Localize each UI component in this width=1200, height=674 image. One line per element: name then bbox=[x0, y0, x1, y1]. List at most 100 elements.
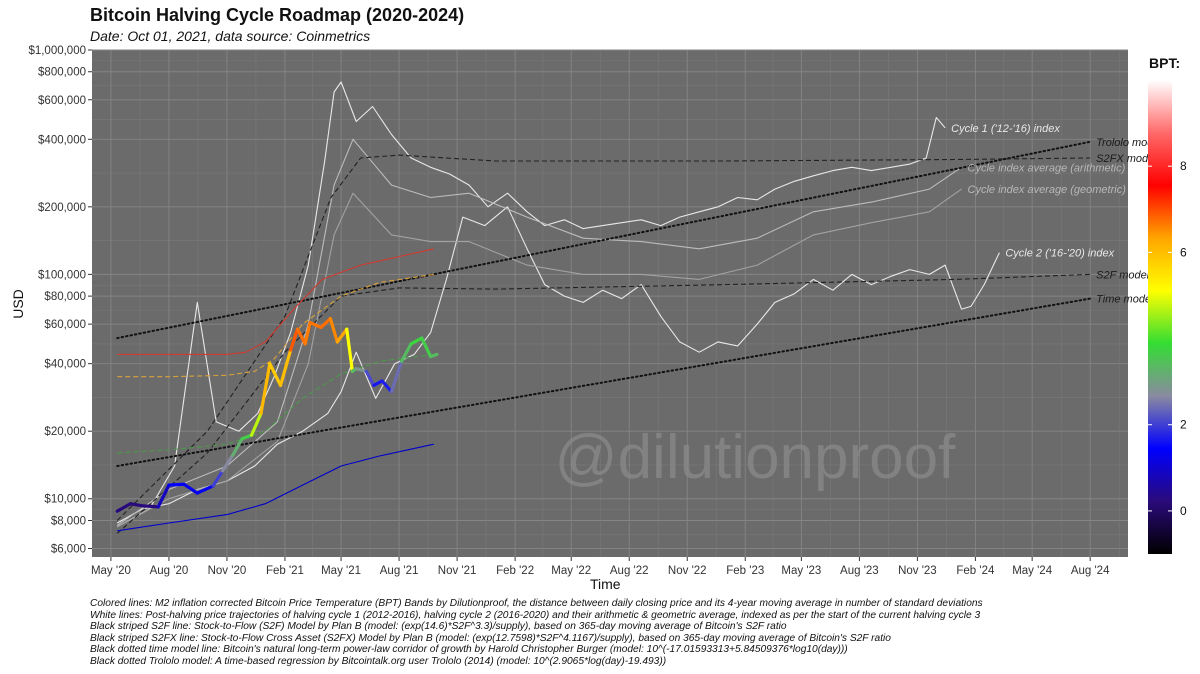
s2f-model-label: S2F model bbox=[1096, 269, 1150, 281]
btc-price-segment bbox=[140, 504, 160, 509]
bpt-band-0-line bbox=[117, 443, 434, 532]
x-tick-label: Feb '22 bbox=[496, 565, 534, 577]
watermark-text: @dilutionproof bbox=[555, 423, 957, 492]
s2f-model-line bbox=[116, 273, 1091, 534]
x-tick-label: Nov '21 bbox=[438, 565, 477, 577]
btc-price-segment bbox=[156, 483, 171, 509]
s2fx-model-line bbox=[116, 154, 1091, 521]
plot-background bbox=[92, 50, 1128, 557]
btc-price-segment bbox=[195, 484, 215, 495]
btc-price-segment bbox=[429, 352, 439, 359]
footnote-line: White lines: Post-halving price trajecto… bbox=[90, 609, 981, 621]
series-layer bbox=[115, 81, 1092, 534]
x-axis-label: Time bbox=[590, 576, 621, 592]
y-tick-label: $80,000 bbox=[44, 291, 86, 303]
grid-lines bbox=[92, 49, 1128, 557]
y-tick-label: $60,000 bbox=[44, 319, 86, 331]
bpt-tick-label: 2 bbox=[1180, 418, 1187, 432]
s2fx-model-label: S2FX model bbox=[1096, 153, 1157, 165]
btc-price-segment bbox=[220, 453, 235, 473]
x-tick-label: Feb '24 bbox=[956, 565, 995, 577]
btc-price-segment bbox=[308, 320, 323, 330]
bpt-band-8-line bbox=[117, 248, 434, 355]
y-tick-label: $8,000 bbox=[51, 515, 86, 527]
bpt-colorbar bbox=[1148, 80, 1172, 554]
x-tick-label: Feb '21 bbox=[266, 565, 304, 577]
x-tick-label: Aug '23 bbox=[840, 565, 879, 577]
btc-price-segment bbox=[278, 348, 293, 388]
cycle-index-average-arithmetic-label: Cycle index average (arithmetic) bbox=[968, 162, 1126, 174]
btc-price-segment bbox=[319, 317, 332, 330]
cycle-index-average-geometric-line bbox=[116, 188, 962, 528]
btc-price-segment bbox=[289, 327, 300, 352]
btc-price-segment bbox=[268, 362, 283, 388]
x-tick-label: Aug '20 bbox=[150, 565, 189, 577]
chart-subtitle: Date: Oct 01, 2021, data source: Coinmet… bbox=[90, 28, 371, 44]
btc-price-segment bbox=[240, 433, 254, 441]
btc-price-segment bbox=[400, 342, 413, 363]
x-tick-label: Aug '22 bbox=[610, 565, 649, 577]
bpt-band-6-line bbox=[117, 273, 434, 378]
x-tick-label: Nov '20 bbox=[208, 565, 247, 577]
bpt-tick-label: 6 bbox=[1180, 245, 1187, 259]
trololo-model-label: Trololo model bbox=[1096, 137, 1162, 149]
y-tick-label: $400,000 bbox=[38, 134, 86, 146]
y-tick-label: $600,000 bbox=[38, 95, 86, 107]
btc-price-segment bbox=[345, 327, 355, 373]
btc-price-segment bbox=[259, 362, 272, 416]
x-tick-label: May '23 bbox=[781, 565, 821, 577]
x-axis: May '20 Aug '20 Nov '20 Feb '21 May '21 Aug '… bbox=[91, 557, 1110, 577]
bpt-legend-ticks: 0 2 6 8 bbox=[1148, 159, 1187, 518]
btc-price-segment bbox=[295, 327, 307, 346]
btc-price-segment bbox=[364, 369, 376, 388]
x-tick-label: Nov '22 bbox=[668, 565, 707, 577]
cycle-index-average-geometric-label: Cycle index average (geometric) bbox=[968, 184, 1127, 196]
trololo-model-line bbox=[116, 140, 1092, 340]
footnote-line: Black dotted Trololo model: A time-based… bbox=[90, 655, 667, 667]
y-axis: $6,000 $8,000 $10,000 $20,000 $40,000 $60,000… bbox=[28, 45, 92, 556]
y-tick-label: $800,000 bbox=[38, 67, 86, 79]
footnotes: Colored lines: M2 inflation corrected Bi… bbox=[90, 598, 983, 668]
x-tick-label: Nov '23 bbox=[898, 565, 937, 577]
btc-price-segment bbox=[380, 379, 394, 394]
btc-price-segment bbox=[231, 437, 244, 458]
btc-price-segment bbox=[335, 327, 349, 344]
series-labels: Cycle 1 ('12-'16) index Cycle 2 ('16-'20)… bbox=[951, 123, 1162, 306]
btc-price-segment bbox=[211, 469, 225, 488]
footnote-line: Black striped S2F line: Stock-to-Flow (S… bbox=[90, 621, 787, 633]
btc-price-segment bbox=[249, 411, 263, 437]
x-tick-label: Feb '23 bbox=[726, 565, 764, 577]
x-tick-label: May '21 bbox=[321, 565, 361, 577]
y-tick-label: $6,000 bbox=[51, 544, 86, 556]
btc-price-segment bbox=[115, 502, 133, 513]
footnote-line: Black dotted time model line: Bitcoin's … bbox=[90, 644, 848, 656]
btc-price-segment bbox=[354, 367, 368, 373]
btc-price-segment bbox=[182, 482, 199, 495]
y-tick-label: $1,000,000 bbox=[28, 45, 86, 57]
chart-title: Bitcoin Halving Cycle Roadmap (2020-2024… bbox=[90, 5, 465, 25]
bpt-legend-title: BPT: bbox=[1149, 55, 1181, 71]
footnote-line: Colored lines: M2 inflation corrected Bi… bbox=[90, 598, 983, 609]
cycle-2-16-20-index-label: Cycle 2 ('16-'20) index bbox=[1005, 248, 1114, 260]
btc-price-segment bbox=[328, 317, 339, 344]
y-tick-label: $40,000 bbox=[44, 359, 86, 371]
cycle-1-12-16-index-label: Cycle 1 ('12-'16) index bbox=[951, 123, 1060, 135]
btc-price-segment bbox=[389, 359, 404, 394]
btc-price-segment bbox=[128, 502, 145, 508]
time-model-line bbox=[116, 297, 1092, 467]
x-tick-label: May '22 bbox=[551, 565, 591, 577]
y-tick-label: $10,000 bbox=[44, 494, 86, 506]
time-model-label: Time model bbox=[1096, 294, 1154, 306]
y-tick-label: $20,000 bbox=[44, 426, 86, 438]
btc-price-segment bbox=[409, 336, 424, 346]
btc-price-segment bbox=[167, 482, 186, 487]
cycle-2-16-20-index-line bbox=[116, 206, 1000, 524]
footnote-line: Black striped S2FX line: Stock-to-Flow C… bbox=[90, 632, 891, 644]
bpt-tick-label: 8 bbox=[1180, 159, 1187, 173]
bpt-tick-label: 0 bbox=[1180, 504, 1187, 518]
y-tick-label: $200,000 bbox=[38, 202, 86, 214]
x-tick-label: May '24 bbox=[1012, 565, 1053, 577]
y-axis-label: USD bbox=[10, 289, 26, 319]
btc-price-segment bbox=[303, 320, 312, 346]
x-tick-label: May '20 bbox=[91, 565, 131, 577]
